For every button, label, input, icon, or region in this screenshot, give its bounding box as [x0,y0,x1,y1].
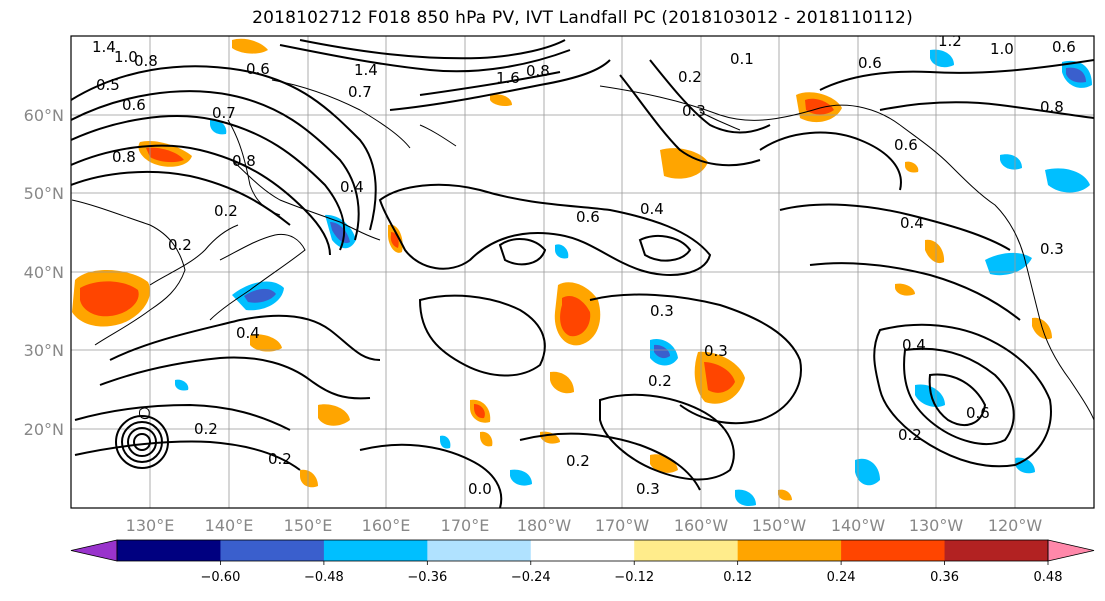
lon-label-150e: 150°E [284,516,333,535]
svg-text:0.3: 0.3 [682,102,706,120]
svg-text:0.2: 0.2 [168,236,192,254]
lon-label-170w: 170°W [595,516,650,535]
colorbar-tick-label: −0.12 [614,570,654,585]
svg-text:0.2: 0.2 [194,420,218,438]
svg-text:1.0: 1.0 [114,48,138,66]
svg-text:1.4: 1.4 [354,61,378,79]
colorbar-segment [323,540,428,561]
lat-label-20: 20°N [24,420,64,439]
colorbar-border [116,539,1049,562]
cold-anomaly-east [1045,168,1090,193]
colorbar-tick-label: −0.60 [201,570,241,585]
colorbar-segment [530,540,635,561]
colorbar-tick-label: 0.12 [723,570,752,585]
svg-text:1.4: 1.4 [92,38,116,56]
svg-text:0.8: 0.8 [1040,98,1064,116]
svg-text:0.6: 0.6 [966,404,990,422]
lon-label-130w: 130°W [909,516,964,535]
svg-text:0.2: 0.2 [566,452,590,470]
lon-label-140w: 140°W [831,516,886,535]
colorbar-segment [841,540,946,561]
lon-label-160w: 160°W [674,516,729,535]
pv-contours [71,39,1094,508]
svg-text:0.5: 0.5 [96,76,120,94]
svg-text:0.2: 0.2 [268,450,292,468]
colorbar-tick-label: −0.24 [511,570,551,585]
map-border [70,35,1095,509]
svg-text:0.4: 0.4 [900,214,924,232]
colorbar-segment [220,540,325,561]
svg-text:0.4: 0.4 [236,324,260,342]
svg-text:0.6: 0.6 [858,54,882,72]
svg-text:0.4: 0.4 [640,200,664,218]
map-title: 2018102712 F018 850 hPa PV, IVT Landfall… [252,8,913,28]
svg-text:0.2: 0.2 [898,426,922,444]
colorbar-segment [117,540,221,561]
colorbar-tick-label: 0.24 [827,570,856,585]
lon-label-170e: 170°E [441,516,490,535]
longitude-labels: 130°E 140°E 150°E 160°E 170°E 180°W 170°… [126,516,1043,535]
lon-label-140e: 140°E [205,516,254,535]
lat-label-30: 30°N [24,341,64,360]
colorbar-extend-high [1047,539,1095,562]
svg-text:0.8: 0.8 [232,152,256,170]
shading-layer [72,38,1092,506]
svg-text:0.8: 0.8 [112,148,136,166]
svg-text:1.2: 1.2 [938,32,962,50]
lon-label-130e: 130°E [126,516,175,535]
colorbar-tick-label: 0.36 [930,570,959,585]
svg-text:0.4: 0.4 [340,178,364,196]
svg-text:0.0: 0.0 [468,480,492,498]
svg-text:0.6: 0.6 [1052,38,1076,56]
svg-text:0.7: 0.7 [212,104,236,122]
latitude-labels: 60°N 50°N 40°N 30°N 20°N [24,106,64,439]
svg-text:0.8: 0.8 [526,62,550,80]
colorbar [70,539,1095,562]
svg-text:1.0: 1.0 [990,40,1014,58]
colorbar-segment [634,540,739,561]
lon-label-160e: 160°E [362,516,411,535]
colorbar-segment [427,540,532,561]
svg-text:0.7: 0.7 [348,83,372,101]
colorbar-ticks: −0.60 −0.48 −0.36 −0.24 −0.12 0.12 0.24 0.36 0.4… [201,561,1063,585]
contour-labels: 1.4 1.0 0.8 0.5 0.6 0.6 0.7 1.4 0.7 1.6 … [92,32,1076,498]
svg-text:0.6: 0.6 [894,136,918,154]
svg-text:1.6: 1.6 [496,69,520,87]
svg-text:0.3: 0.3 [650,302,674,320]
lat-label-40: 40°N [24,263,64,282]
lat-label-50: 50°N [24,184,64,203]
colorbar-segment [944,540,1049,561]
lon-label-120w: 120°W [988,516,1043,535]
colorbar-segment [737,540,842,561]
svg-text:0.2: 0.2 [648,372,672,390]
svg-text:0.3: 0.3 [1040,240,1064,258]
colorbar-tick-label: −0.48 [304,570,344,585]
svg-text:0.1: 0.1 [730,50,754,68]
lon-label-150w: 150°W [752,516,807,535]
svg-text:0.3: 0.3 [636,480,660,498]
svg-text:0.4: 0.4 [902,336,926,354]
gridlines [71,36,1094,508]
lat-label-60: 60°N [24,106,64,125]
lon-label-180w: 180°W [517,516,572,535]
svg-text:0.6: 0.6 [576,208,600,226]
svg-text:0.8: 0.8 [134,52,158,70]
colorbar-extend-low [70,539,118,562]
svg-text:0.2: 0.2 [678,68,702,86]
svg-text:0.6: 0.6 [246,60,270,78]
svg-text:0.6: 0.6 [122,96,146,114]
colorbar-tick-label: 0.48 [1034,570,1063,585]
coastlines [71,79,1094,421]
svg-text:0.3: 0.3 [704,342,728,360]
svg-text:0.2: 0.2 [214,202,238,220]
colorbar-tick-label: −0.36 [407,570,447,585]
